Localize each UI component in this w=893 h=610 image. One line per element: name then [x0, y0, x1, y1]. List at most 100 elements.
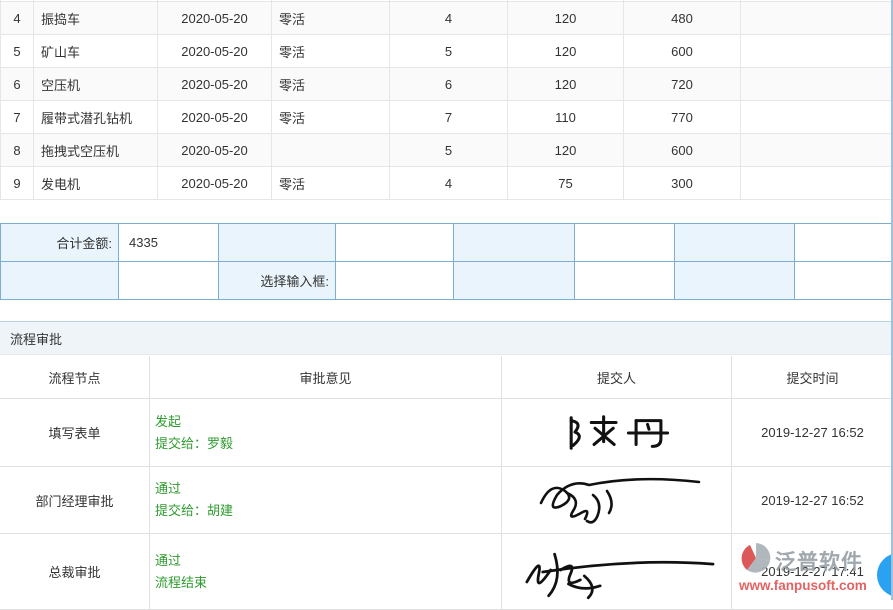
- cell-equipment-name: 发电机: [34, 167, 158, 200]
- cell-work-type: 零活: [272, 35, 390, 68]
- select-input-field[interactable]: [335, 261, 454, 300]
- cell-amount: 480: [624, 2, 741, 35]
- cell-date: 2020-05-20: [158, 35, 272, 68]
- approval-row: 部门经理审批 通过 提交给：胡建 2019-12-27 16:52: [0, 467, 893, 534]
- opinion-detail: 流程结束: [155, 574, 208, 590]
- header-submitter: 提交人: [502, 356, 732, 399]
- header-flow-node: 流程节点: [0, 356, 150, 399]
- summary-cell-empty: [674, 223, 795, 262]
- cell-equipment-name: 振捣车: [34, 2, 158, 35]
- cell-amount: 720: [624, 68, 741, 101]
- cell-row-number: 5: [0, 35, 34, 68]
- cell-row-number: 7: [0, 101, 34, 134]
- table-row: 5 矿山车 2020-05-20 零活 5 120 600: [0, 35, 893, 68]
- cell-date: 2020-05-20: [158, 68, 272, 101]
- cell-empty: [741, 35, 893, 68]
- cell-unit-price: 120: [508, 68, 624, 101]
- table-row: 4 振捣车 2020-05-20 零活 4 120 480: [0, 2, 893, 35]
- cell-flow-node: 填写表单: [0, 399, 150, 467]
- opinion-status: 发起: [155, 413, 182, 429]
- cell-unit-price: 120: [508, 35, 624, 68]
- table-row: 8 拖拽式空压机 2020-05-20 5 120 600: [0, 134, 893, 167]
- summary-cell-empty: [574, 261, 675, 300]
- summary-cell-empty: [453, 223, 575, 262]
- cell-flow-node: 总裁审批: [0, 534, 150, 610]
- vertical-scrollbar[interactable]: [891, 0, 893, 600]
- table-row: 6 空压机 2020-05-20 零活 6 120 720: [0, 68, 893, 101]
- cell-quantity: 4: [390, 167, 508, 200]
- cell-row-number: 4: [0, 2, 34, 35]
- summary-cell-empty: [453, 261, 575, 300]
- opinion-detail: 提交给：胡建: [155, 503, 234, 518]
- approval-row: 填写表单 发起 提交给：罗毅 2019-12-27 16:52: [0, 399, 893, 467]
- cell-row-number: 8: [0, 134, 34, 167]
- cell-date: 2020-05-20: [158, 101, 272, 134]
- cell-quantity: 6: [390, 68, 508, 101]
- cell-amount: 300: [624, 167, 741, 200]
- cell-row-number: 9: [0, 167, 34, 200]
- cell-empty: [741, 2, 893, 35]
- header-approval-opinion: 审批意见: [150, 356, 502, 399]
- total-amount-label: 合计金额:: [0, 223, 119, 262]
- cell-work-type: 零活: [272, 68, 390, 101]
- cell-quantity: 5: [390, 134, 508, 167]
- cell-work-type: 零活: [272, 2, 390, 35]
- table-row: 9 发电机 2020-05-20 零活 4 75 300: [0, 167, 893, 200]
- cell-date: 2020-05-20: [158, 167, 272, 200]
- cell-submit-time: 2019-12-27 16:52: [732, 467, 893, 534]
- cell-approval-opinion: 通过 提交给：胡建: [150, 467, 502, 534]
- cell-equipment-name: 履带式潜孔钻机: [34, 101, 158, 134]
- approval-header-row: 流程节点 审批意见 提交人 提交时间: [0, 356, 893, 399]
- cell-unit-price: 120: [508, 2, 624, 35]
- cell-unit-price: 75: [508, 167, 624, 200]
- cell-quantity: 7: [390, 101, 508, 134]
- cell-date: 2020-05-20: [158, 2, 272, 35]
- summary-cell-empty: [574, 223, 675, 262]
- floating-action-button[interactable]: [877, 553, 893, 597]
- cell-empty: [741, 134, 893, 167]
- cell-work-type: [272, 134, 390, 167]
- cell-unit-price: 120: [508, 134, 624, 167]
- cell-date: 2020-05-20: [158, 134, 272, 167]
- cell-equipment-name: 拖拽式空压机: [34, 134, 158, 167]
- cell-work-type: 零活: [272, 167, 390, 200]
- signature-chen-dan: [502, 399, 732, 467]
- opinion-detail: 提交给：罗毅: [155, 435, 234, 451]
- cell-equipment-name: 空压机: [34, 68, 158, 101]
- table-row: 7 履带式潜孔钻机 2020-05-20 零活 7 110 770: [0, 101, 893, 134]
- cell-work-type: 零活: [272, 101, 390, 134]
- header-submit-time: 提交时间: [732, 356, 893, 399]
- equipment-table: 4 振捣车 2020-05-20 零活 4 120 480 5 矿山车 2020…: [0, 0, 893, 200]
- cell-empty: [741, 68, 893, 101]
- watermark-url: www.fanpusoft.com: [739, 578, 867, 593]
- cell-amount: 770: [624, 101, 741, 134]
- summary-cell-empty: [674, 261, 795, 300]
- opinion-status: 通过: [155, 481, 182, 496]
- approval-section-title: 流程审批: [10, 331, 63, 347]
- cell-equipment-name: 矿山车: [34, 35, 158, 68]
- summary-table: 合计金额: 4335 选择输入框:: [0, 223, 893, 300]
- opinion-status: 通过: [155, 552, 182, 568]
- summary-row-select: 选择输入框:: [0, 261, 893, 300]
- cell-amount: 600: [624, 35, 741, 68]
- cell-empty: [741, 167, 893, 200]
- summary-cell-empty: [794, 261, 893, 300]
- summary-cell-empty: [335, 223, 454, 262]
- total-amount-value: 4335: [118, 223, 219, 262]
- summary-cell-empty: [0, 261, 119, 300]
- fanpu-logo-icon: [739, 541, 773, 580]
- approval-section-titlebar: 流程审批: [0, 321, 893, 355]
- summary-cell-empty: [794, 223, 893, 262]
- approval-table: 流程节点 审批意见 提交人 提交时间 填写表单 发起 提交给：罗毅 201: [0, 356, 893, 610]
- cell-quantity: 4: [390, 2, 508, 35]
- cell-approval-opinion: 发起 提交给：罗毅: [150, 399, 502, 467]
- cell-approval-opinion: 通过 流程结束: [150, 534, 502, 610]
- cell-amount: 600: [624, 134, 741, 167]
- cell-quantity: 5: [390, 35, 508, 68]
- signature-luo-yi: [502, 467, 732, 534]
- summary-row-total: 合计金额: 4335: [0, 223, 893, 262]
- select-input-label: 选择输入框:: [218, 261, 336, 300]
- cell-flow-node: 部门经理审批: [0, 467, 150, 534]
- vendor-watermark: 泛普软件 www.fanpusoft.com: [739, 541, 893, 593]
- cell-row-number: 6: [0, 68, 34, 101]
